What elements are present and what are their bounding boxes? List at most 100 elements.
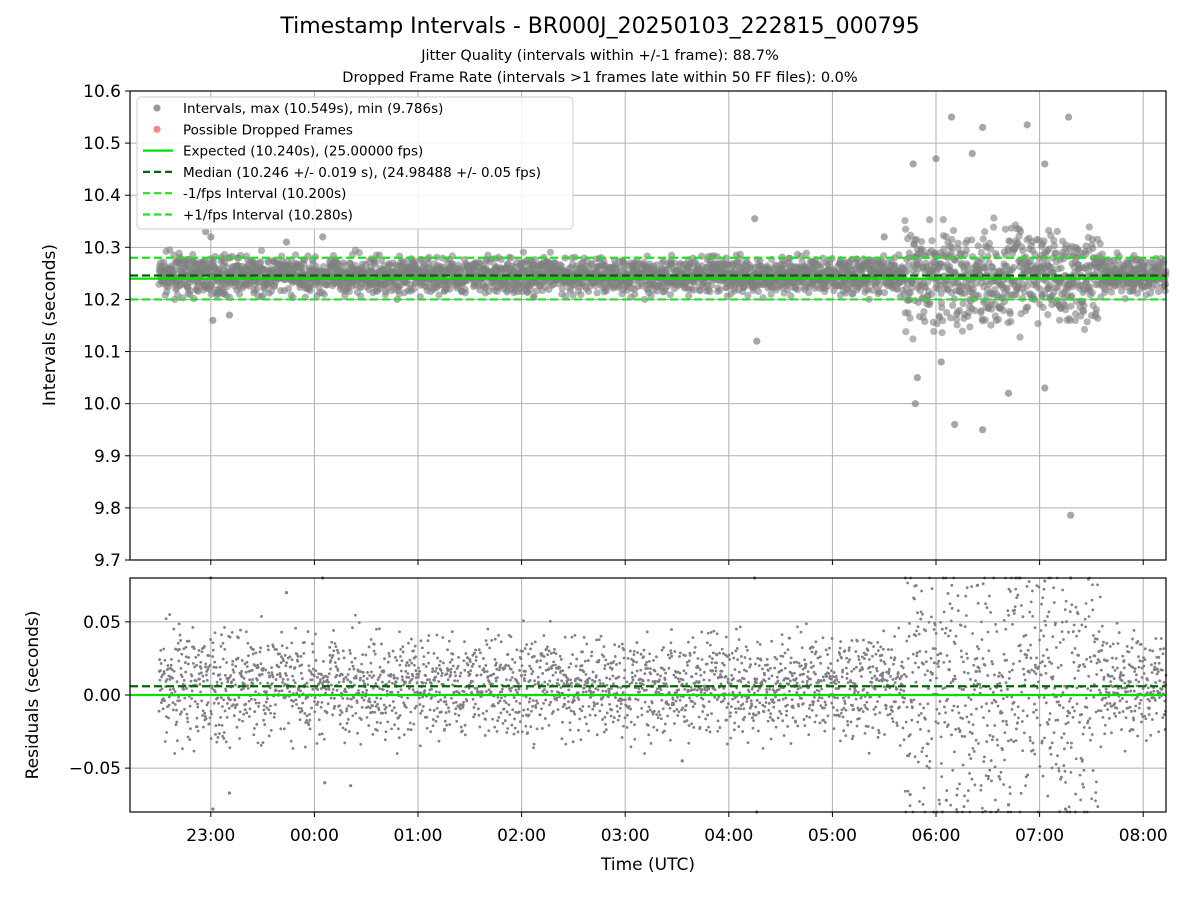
residual-point (578, 717, 582, 721)
residual-point (257, 701, 261, 705)
residual-point (214, 666, 218, 669)
interval-point (949, 226, 958, 235)
residual-point (313, 700, 316, 703)
residual-point (310, 678, 314, 682)
residual-point (598, 678, 601, 682)
residual-point (372, 649, 376, 653)
residual-point (570, 681, 573, 685)
residual-point (346, 718, 350, 721)
residual-point (271, 675, 275, 679)
residual-point (241, 719, 244, 723)
interval-point (1067, 302, 1075, 310)
residual-point (318, 680, 322, 684)
residual-point (229, 674, 233, 677)
residual-point (261, 741, 265, 745)
residual-point (421, 704, 425, 708)
residual-point (608, 703, 612, 706)
residual-point (202, 679, 206, 683)
residual-point (505, 731, 509, 734)
interval-outlier-point (880, 233, 888, 241)
residual-point (516, 730, 520, 734)
residual-point (588, 676, 591, 680)
residual-point (368, 700, 372, 704)
residual-point (579, 738, 583, 742)
residual-point (464, 652, 468, 655)
residual-point (561, 669, 565, 673)
interval-point (981, 316, 989, 324)
residual-point (359, 718, 363, 721)
residual-point (581, 690, 585, 694)
interval-point (640, 295, 649, 304)
residual-point (270, 671, 274, 674)
interval-point (253, 285, 261, 293)
residual-point (504, 701, 508, 705)
residual-point (212, 665, 216, 669)
residual-point (562, 682, 566, 685)
residual-point (425, 726, 429, 730)
residual-point (285, 646, 289, 650)
residual-point (279, 675, 282, 679)
interval-point (959, 299, 967, 308)
residual-point (220, 633, 223, 637)
residual-point (359, 676, 362, 680)
residual-point (506, 653, 510, 656)
residual-point (234, 664, 238, 668)
residual-point (275, 673, 279, 677)
residual-point (476, 707, 480, 711)
residual-point (451, 652, 455, 656)
residual-point (354, 613, 357, 617)
residual-point (390, 690, 394, 694)
residual-point (391, 700, 395, 703)
residual-point (335, 648, 339, 652)
residual-point (315, 742, 319, 745)
residual-point (263, 723, 267, 726)
residual-point (199, 666, 203, 670)
residual-point (447, 668, 451, 672)
residual-point (605, 676, 609, 680)
residual-point (349, 697, 353, 701)
residual-point (343, 687, 347, 691)
residual-point (406, 727, 410, 731)
residual-point (267, 671, 271, 675)
residual-point (387, 680, 391, 684)
residual-point (448, 723, 452, 726)
residual-point (299, 654, 303, 658)
residual-point (505, 678, 508, 682)
residual-point (411, 688, 415, 692)
residual-point (333, 704, 337, 708)
residual-point (344, 690, 348, 694)
residual-point (353, 656, 357, 660)
residual-point (167, 703, 171, 707)
residual-point (320, 673, 324, 677)
residual-point (430, 695, 434, 699)
interval-point (1092, 305, 1100, 314)
residual-point (278, 652, 281, 656)
residual-point (431, 667, 435, 671)
residual-point (365, 677, 369, 681)
residual-point (602, 645, 606, 649)
residual-point (232, 714, 236, 718)
residual-point (337, 680, 341, 684)
residual-point (522, 708, 526, 712)
residual-point (244, 702, 248, 706)
residual-point (526, 731, 529, 735)
residual-point (206, 668, 210, 671)
residual-point (398, 630, 401, 634)
residual-point (454, 707, 458, 711)
residual-point (369, 638, 373, 641)
interval-point (257, 258, 265, 266)
residual-point (260, 615, 263, 618)
residual-point (356, 689, 360, 692)
residual-point (283, 653, 287, 657)
residual-point (604, 722, 607, 726)
residual-point (293, 666, 297, 669)
residual-point (385, 689, 389, 693)
residual-point (437, 663, 441, 667)
residual-point (588, 713, 592, 717)
residual-point (601, 695, 605, 699)
residual-point (493, 725, 497, 729)
residual-point (535, 699, 538, 703)
residual-point (232, 671, 236, 674)
residual-point (608, 677, 612, 681)
residual-point (457, 655, 460, 659)
